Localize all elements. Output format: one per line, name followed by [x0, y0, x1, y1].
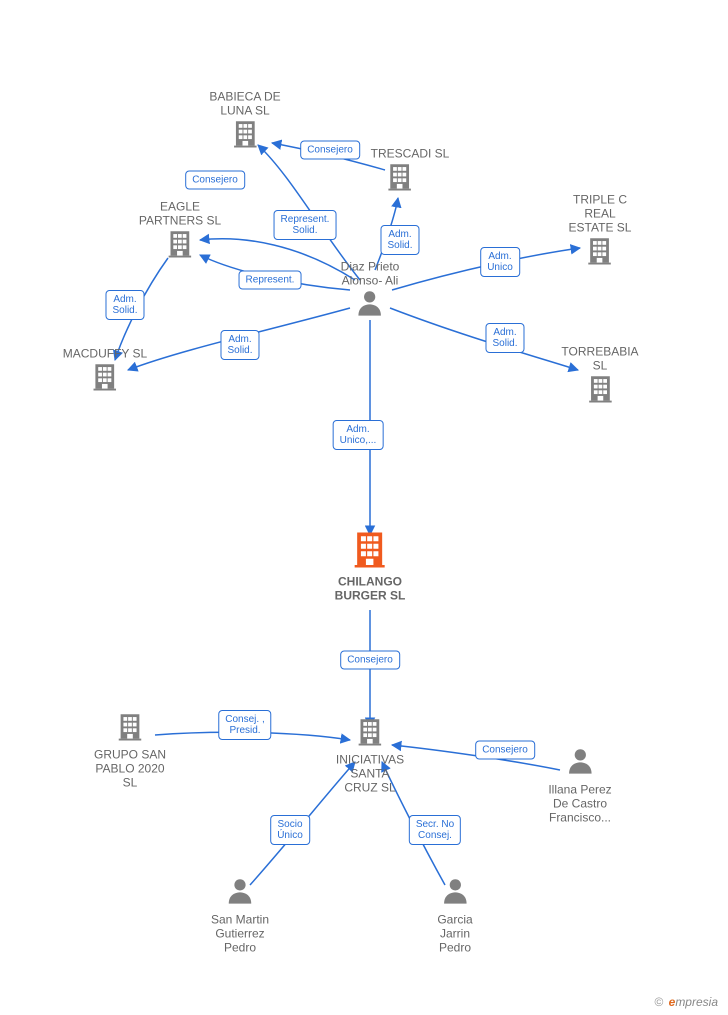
- person-icon: [565, 746, 595, 781]
- edge-label-diaz-eagle[interactable]: Represent.Solid.: [274, 210, 337, 240]
- node-label: TRIPLE C REAL ESTATE SL: [569, 193, 632, 235]
- node-label: Garcia Jarrin Pedro: [437, 913, 472, 955]
- edge-label-eagle-macduffy[interactable]: Adm.Solid.: [105, 290, 144, 320]
- node-label: INICIATIVAS SANTA CRUZ SL: [336, 753, 404, 795]
- node-label: GRUPO SAN PABLO 2020 SL: [94, 748, 166, 790]
- node-label: San Martin Gutierrez Pedro: [211, 913, 269, 955]
- edge-label-illana-iniciativas[interactable]: Consejero: [475, 741, 535, 760]
- building-icon: [165, 228, 195, 263]
- node-babieca[interactable]: BABIECA DE LUNA SL: [209, 88, 280, 153]
- node-chilango[interactable]: CHILANGO BURGER SL: [335, 528, 406, 603]
- node-label: MACDUFFY SL: [63, 347, 147, 361]
- node-macduffy[interactable]: MACDUFFY SL: [63, 345, 147, 396]
- person-icon: [225, 876, 255, 911]
- building-icon: [230, 118, 260, 153]
- edge-label-diaz-trescadi[interactable]: Adm.Solid.: [380, 225, 419, 255]
- building-icon: [90, 361, 120, 396]
- edge-label-diaz-chilango[interactable]: Adm.Unico,...: [333, 420, 384, 450]
- copyright-footer: © empresia: [654, 995, 718, 1009]
- node-diaz[interactable]: Diaz Prieto Alonso- Ali: [341, 258, 400, 323]
- node-iniciativas[interactable]: INICIATIVAS SANTA CRUZ SL: [336, 716, 404, 795]
- node-illana[interactable]: Illana Perez De Castro Francisco...: [548, 746, 611, 825]
- edge-label-diaz-triplec[interactable]: Adm.Unico: [480, 247, 520, 277]
- node-torrebabia[interactable]: TORREBABIA SL: [561, 343, 638, 408]
- node-gruposan[interactable]: GRUPO SAN PABLO 2020 SL: [94, 711, 166, 790]
- edge-diaz-torrebabia: [390, 308, 578, 370]
- node-label: Diaz Prieto Alonso- Ali: [341, 260, 400, 288]
- diagram-canvas: BABIECA DE LUNA SL TRESCADI SL TRIPLE C …: [0, 0, 728, 1015]
- node-label: EAGLE PARTNERS SL: [139, 200, 221, 228]
- node-sanmartin[interactable]: San Martin Gutierrez Pedro: [211, 876, 269, 955]
- edge-label-trescadi-babieca[interactable]: Consejero: [300, 141, 360, 160]
- node-triplec[interactable]: TRIPLE C REAL ESTATE SL: [569, 191, 632, 270]
- node-garcia[interactable]: Garcia Jarrin Pedro: [437, 876, 472, 955]
- building-icon: [350, 528, 390, 573]
- person-icon: [440, 876, 470, 911]
- edge-label-gruposan-iniciativas[interactable]: Consej. ,Presid.: [218, 710, 271, 740]
- node-label: CHILANGO BURGER SL: [335, 575, 406, 603]
- edge-label-diaz-babieca[interactable]: Consejero: [185, 171, 245, 190]
- person-icon: [355, 288, 385, 323]
- edge-label-diaz-torrebabia[interactable]: Adm.Solid.: [485, 323, 524, 353]
- node-label: TRESCADI SL: [371, 147, 450, 161]
- building-icon: [585, 373, 615, 408]
- node-label: BABIECA DE LUNA SL: [209, 90, 280, 118]
- edge-label-diaz-eagle[interactable]: Represent.: [239, 271, 302, 290]
- edge-label-diaz-macduffy[interactable]: Adm.Solid.: [220, 330, 259, 360]
- node-label: Illana Perez De Castro Francisco...: [548, 783, 611, 825]
- edge-label-chilango-iniciativas[interactable]: Consejero: [340, 651, 400, 670]
- brand-rest: mpresia: [675, 995, 718, 1009]
- building-icon: [115, 711, 145, 746]
- building-icon: [585, 235, 615, 270]
- edge-label-garcia-iniciativas[interactable]: Secr. NoConsej.: [409, 815, 461, 845]
- node-label: TORREBABIA SL: [561, 345, 638, 373]
- building-icon: [355, 716, 385, 751]
- copyright-symbol: ©: [654, 995, 663, 1009]
- node-trescadi[interactable]: TRESCADI SL: [351, 145, 450, 196]
- building-icon: [385, 161, 415, 196]
- edge-label-sanmartin-iniciativas[interactable]: SocioÚnico: [270, 815, 310, 845]
- node-eagle[interactable]: EAGLE PARTNERS SL: [139, 198, 221, 263]
